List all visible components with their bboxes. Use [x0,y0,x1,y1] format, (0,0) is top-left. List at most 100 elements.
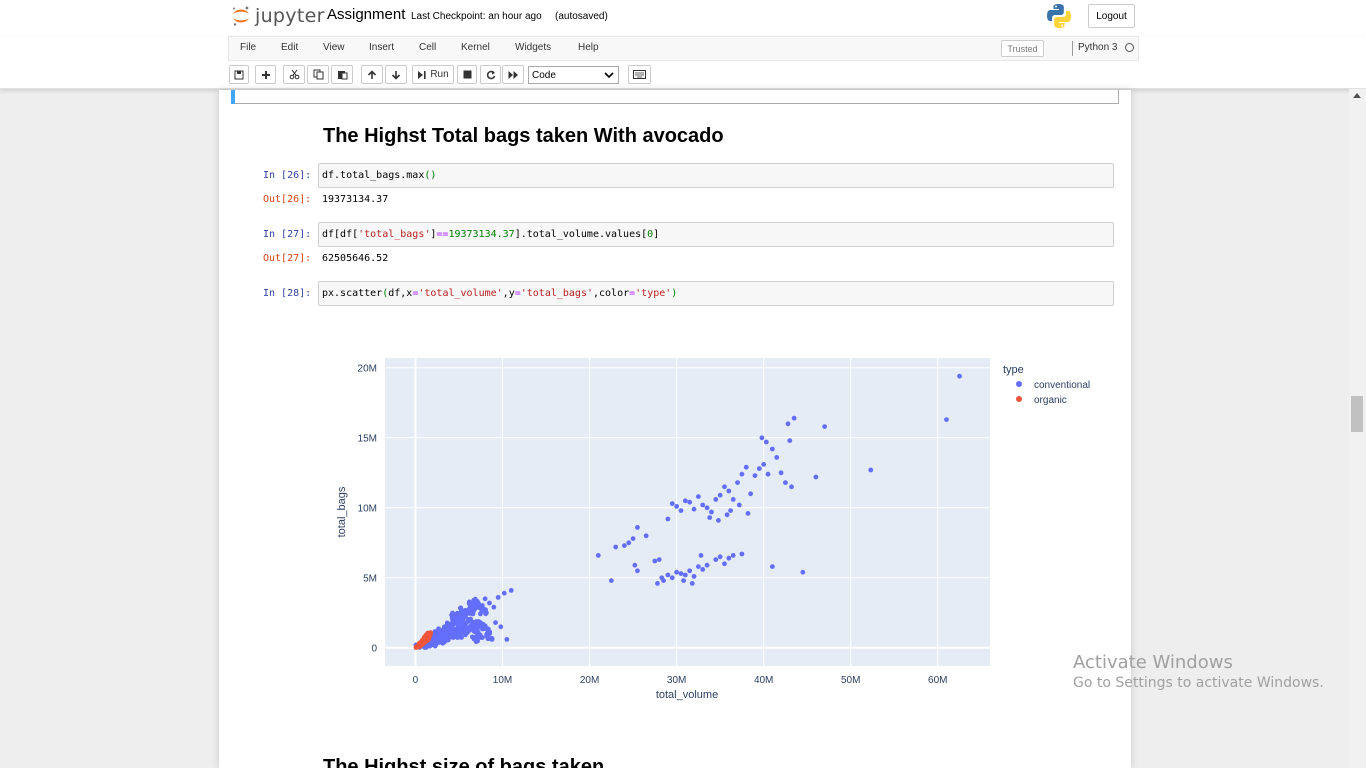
data-point-conventional[interactable] [785,421,791,427]
data-point-conventional[interactable] [695,494,701,499]
data-point-conventional[interactable] [761,462,767,467]
data-point-conventional[interactable] [709,509,714,515]
data-point-conventional[interactable] [491,604,497,610]
data-point-conventional[interactable] [778,470,784,476]
menu-edit[interactable]: Edit [281,42,299,53]
data-point-conventional[interactable] [724,512,730,518]
page-scrollbar[interactable] [1349,89,1366,768]
data-point-conventional[interactable] [674,569,680,575]
data-point-conventional[interactable] [436,626,441,632]
save-button[interactable] [229,65,249,84]
code-cell-26[interactable]: df.total_bags.max() [318,163,1114,188]
data-point-conventional[interactable] [743,464,749,470]
data-point-conventional[interactable] [635,568,640,574]
data-point-conventional[interactable] [595,553,601,558]
menu-insert[interactable]: Insert [369,42,395,53]
data-point-conventional[interactable] [681,578,686,583]
data-point-conventional[interactable] [501,590,507,596]
data-point-conventional[interactable] [613,544,619,550]
data-point-conventional[interactable] [424,643,430,649]
data-point-conventional[interactable] [475,599,480,604]
data-point-conventional[interactable] [678,571,684,576]
jupyter-logo[interactable]: jupyter [231,4,325,28]
data-point-conventional[interactable] [508,588,514,593]
data-point-conventional[interactable] [695,564,701,569]
previous-cell-edge[interactable] [231,90,1119,104]
data-point-conventional[interactable] [704,505,710,511]
data-point-conventional[interactable] [687,568,693,574]
data-point-conventional[interactable] [716,518,721,523]
data-point-conventional[interactable] [443,631,449,637]
data-point-conventional[interactable] [713,557,719,562]
data-point-conventional[interactable] [774,455,780,460]
data-point-conventional[interactable] [434,634,440,640]
data-point-conventional[interactable] [957,373,962,379]
move-up-button[interactable] [361,65,383,84]
data-point-conventional[interactable] [669,501,675,506]
data-point-conventional[interactable] [455,635,460,640]
data-point-conventional[interactable] [689,581,695,586]
data-point-conventional[interactable] [479,635,485,640]
data-point-conventional[interactable] [765,471,771,477]
insert-cell-button[interactable] [255,65,276,84]
data-point-conventional[interactable] [752,473,758,478]
data-point-conventional[interactable] [813,474,819,480]
data-point-conventional[interactable] [656,557,662,562]
restart-button[interactable] [480,65,501,84]
menu-cell[interactable]: Cell [419,42,437,53]
data-point-conventional[interactable] [730,553,736,558]
data-point-conventional[interactable] [704,562,710,568]
cell-type-select[interactable]: Code [528,66,619,84]
data-point-conventional[interactable] [482,596,488,602]
data-point-conventional[interactable] [621,543,627,548]
scroll-up-icon[interactable] [1353,93,1361,98]
data-point-conventional[interactable] [498,624,504,630]
data-point-conventional[interactable] [493,620,498,625]
data-point-conventional[interactable] [759,435,765,441]
data-point-conventional[interactable] [791,415,797,421]
data-point-conventional[interactable] [687,499,693,505]
data-point-conventional[interactable] [756,466,762,471]
notebook-name[interactable]: Assignment [327,6,406,23]
data-point-conventional[interactable] [722,561,727,567]
menu-file[interactable]: File [240,42,257,53]
run-button[interactable]: Run [412,65,454,84]
data-point-conventional[interactable] [665,572,671,578]
data-point-conventional[interactable] [717,492,723,498]
data-point-conventional[interactable] [713,497,719,502]
data-point-conventional[interactable] [739,471,745,477]
kernel-name[interactable]: Python 3 [1078,42,1118,53]
data-point-conventional[interactable] [460,608,465,614]
data-point-conventional[interactable] [735,480,740,485]
paste-button[interactable] [331,65,353,84]
data-point-conventional[interactable] [476,619,482,624]
trusted-indicator[interactable]: Trusted [1001,40,1044,57]
data-point-conventional[interactable] [468,619,474,625]
data-point-conventional[interactable] [483,626,489,632]
data-point-conventional[interactable] [665,516,671,522]
data-point-conventional[interactable] [700,567,706,572]
data-point-conventional[interactable] [944,417,949,422]
data-point-conventional[interactable] [659,575,665,581]
data-point-conventional[interactable] [717,554,723,560]
data-point-conventional[interactable] [707,515,713,520]
data-point-conventional[interactable] [726,488,732,494]
data-point-conventional[interactable] [635,525,640,530]
scroll-thumb[interactable] [1351,396,1363,432]
data-point-conventional[interactable] [678,508,684,513]
data-point-conventional[interactable] [769,564,775,569]
data-point-conventional[interactable] [728,508,733,513]
data-point-conventional[interactable] [608,578,614,583]
move-down-button[interactable] [385,65,407,84]
data-point-conventional[interactable] [630,536,636,541]
data-point-conventional[interactable] [769,446,775,452]
menu-widgets[interactable]: Widgets [515,42,552,53]
data-point-conventional[interactable] [868,467,874,473]
data-point-conventional[interactable] [730,497,736,502]
cut-button[interactable] [283,65,305,84]
data-point-conventional[interactable] [700,502,706,508]
data-point-conventional[interactable] [789,484,794,490]
data-point-conventional[interactable] [452,627,458,633]
menu-help[interactable]: Help [578,42,599,53]
menu-view[interactable]: View [323,42,345,53]
